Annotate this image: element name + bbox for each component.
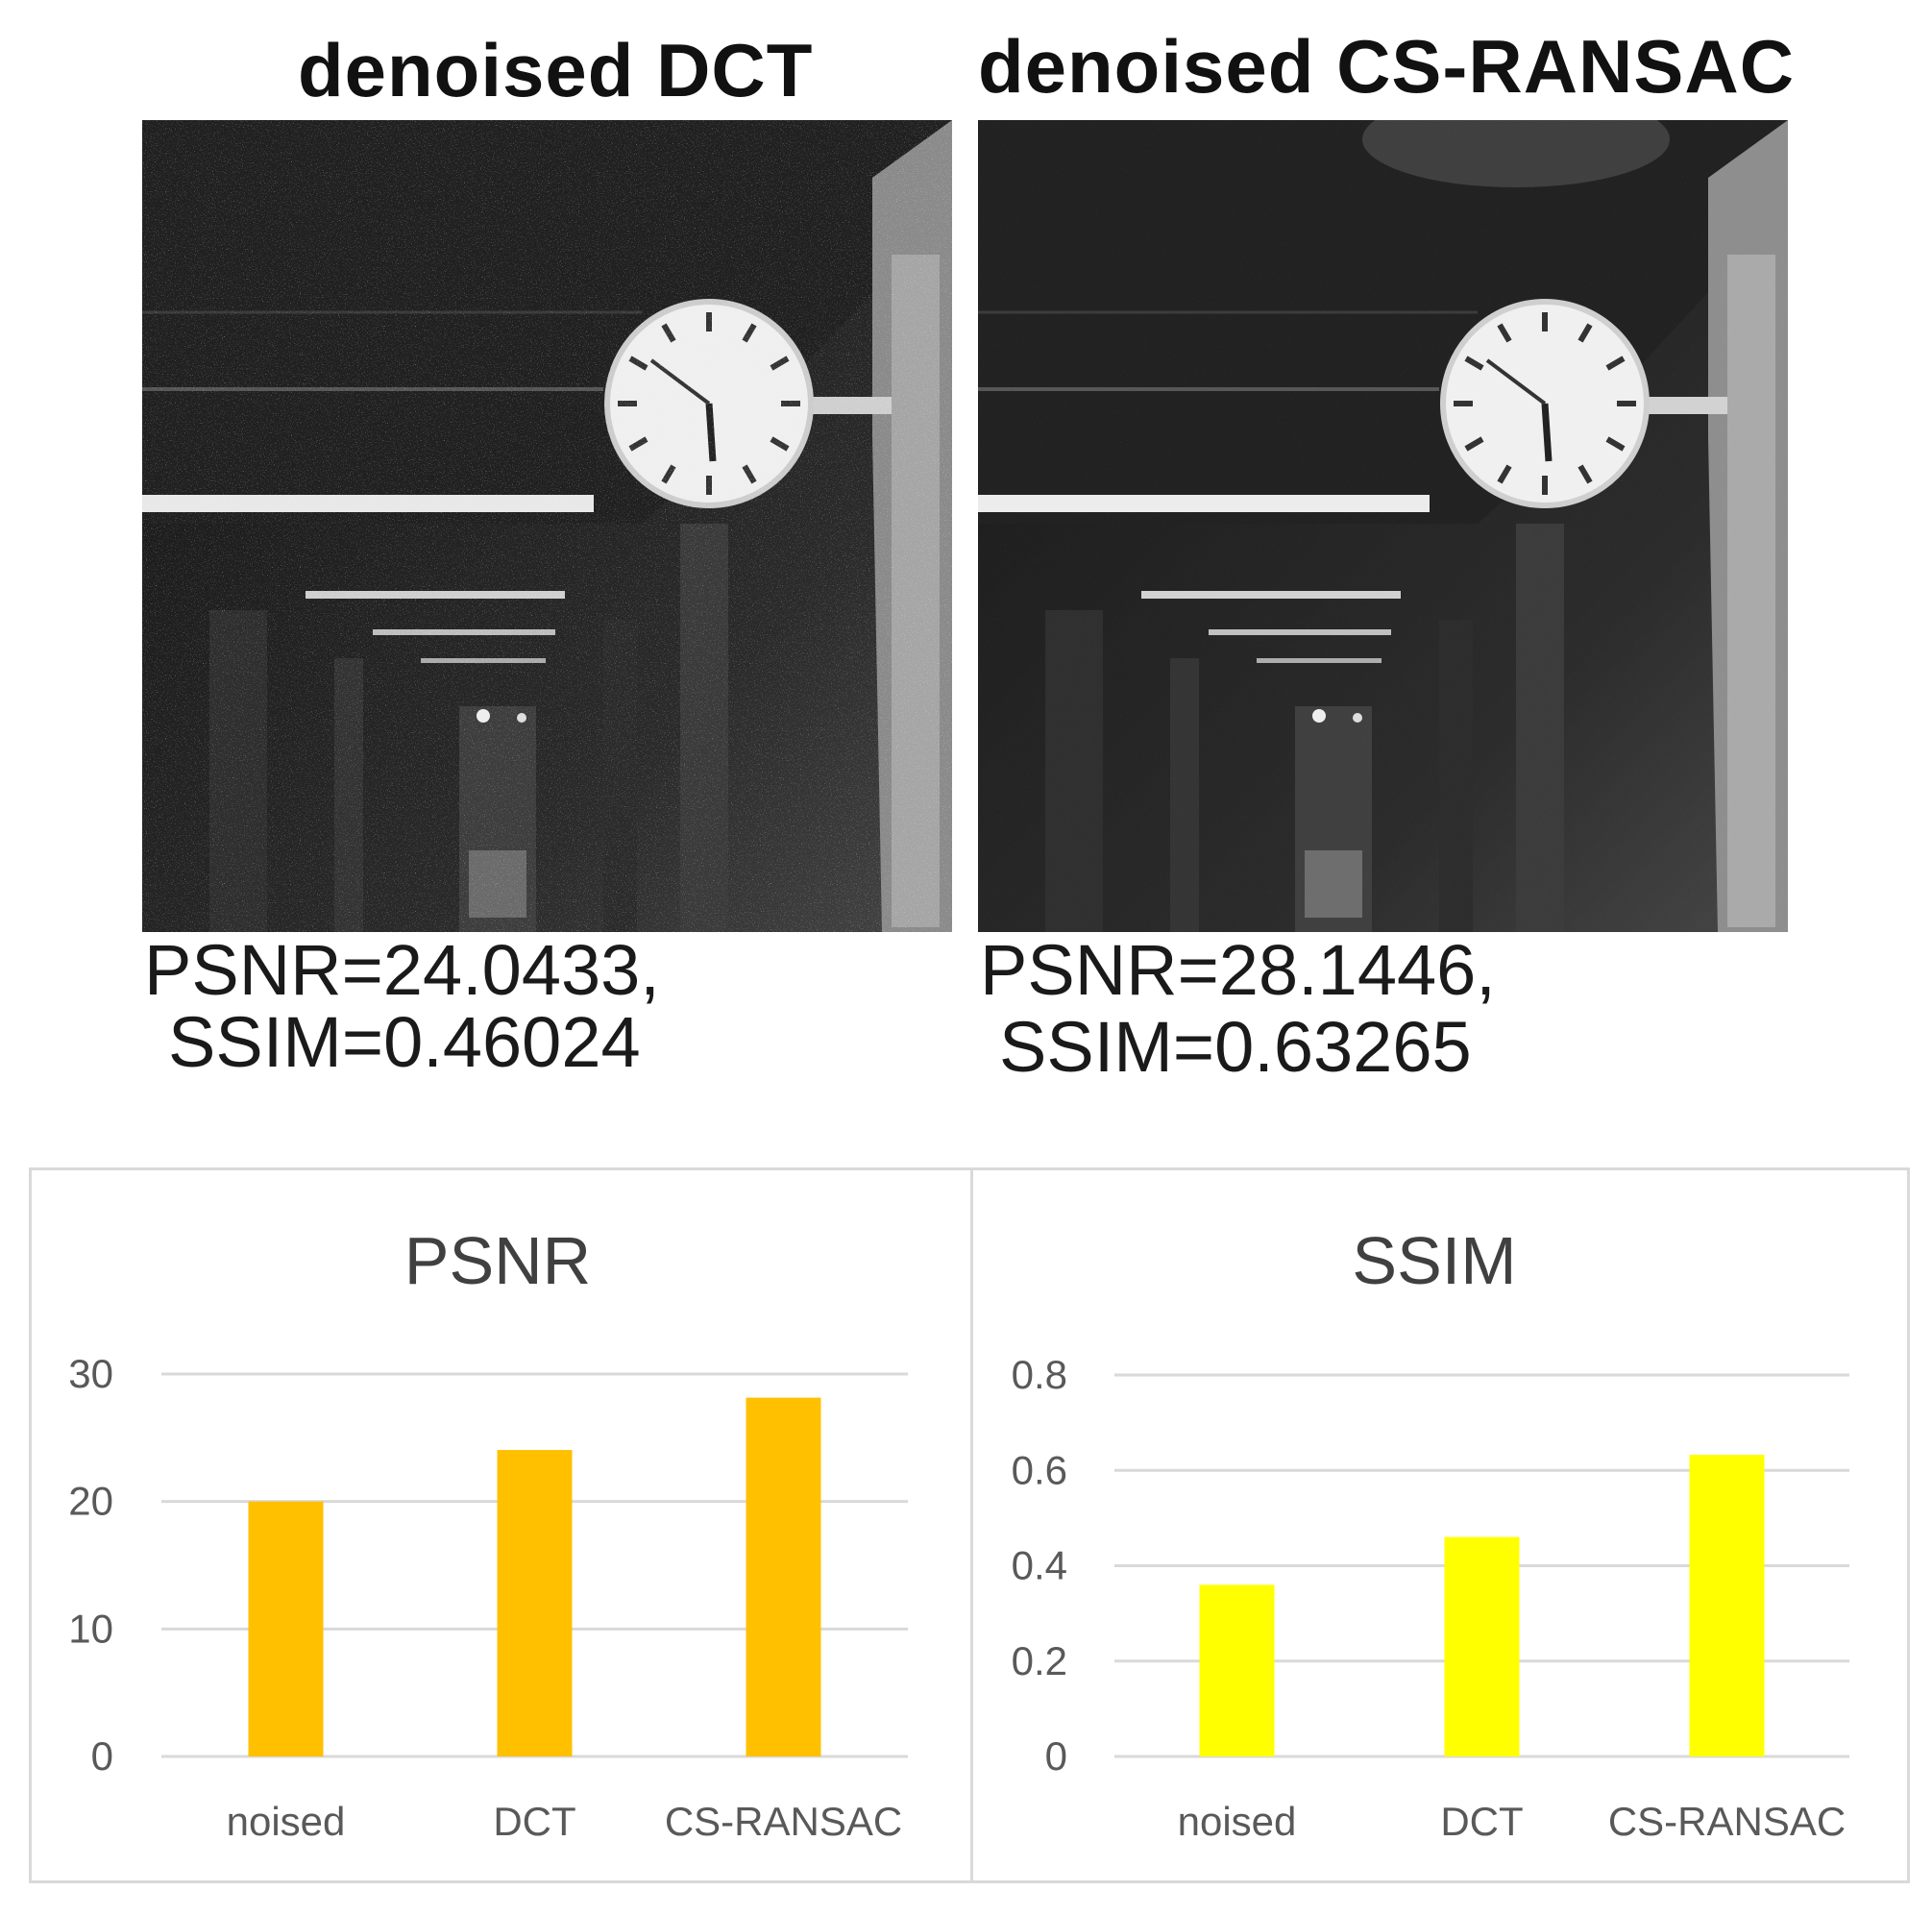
denoised-dct-image <box>142 120 952 932</box>
panel-title-cs-ransac: denoised CS-RANSAC <box>978 24 1796 109</box>
ssim-y-tick-label: 0.2 <box>1012 1638 1067 1683</box>
psnr-x-tick-label: noised <box>227 1799 346 1844</box>
psnr-bar-dct <box>497 1450 573 1756</box>
ssim-y-tick-label: 0 <box>1045 1733 1067 1779</box>
psnr-x-tick-label: CS-RANSAC <box>665 1799 902 1844</box>
denoised-cs-ransac-image <box>978 120 1788 932</box>
psnr-label-dct: PSNR=24.0433, <box>144 930 660 1010</box>
ssim-x-tick-label: CS-RANSAC <box>1608 1799 1846 1844</box>
ssim-y-tick-label: 0.8 <box>1012 1352 1067 1397</box>
ssim-chart-title: SSIM <box>1352 1223 1516 1298</box>
psnr-chart-title: PSNR <box>404 1223 591 1298</box>
ssim-bar-chart: SSIM 0 0.2 0.4 0.6 0.8 noised DCT CS-RANSAC <box>1012 1223 1849 1844</box>
psnr-bar-chart: PSNR 0 10 20 30 noised DCT CS-RANSAC <box>68 1223 908 1844</box>
psnr-y-tick-label: 30 <box>68 1351 113 1396</box>
ssim-y-tick-label: 0.6 <box>1012 1447 1067 1492</box>
chart-frame <box>29 1167 1910 1883</box>
ssim-bar-noised <box>1199 1584 1275 1756</box>
psnr-bar-noised <box>248 1501 324 1756</box>
ssim-y-tick-label: 0.4 <box>1012 1543 1067 1588</box>
ssim-label-dct: SSIM=0.46024 <box>168 1002 641 1082</box>
psnr-y-tick-label: 10 <box>68 1606 113 1651</box>
corridor-photo-dct <box>142 120 952 932</box>
ssim-x-tick-label: noised <box>1178 1799 1297 1844</box>
ssim-label-cs-ransac: SSIM=0.63265 <box>999 1007 1472 1087</box>
psnr-bar-cs-ransac <box>746 1397 821 1756</box>
ssim-bar-dct <box>1444 1536 1520 1756</box>
psnr-y-tick-label: 0 <box>91 1733 113 1779</box>
chart-divider <box>970 1167 973 1883</box>
psnr-x-tick-label: DCT <box>493 1799 575 1844</box>
panel-title-dct: denoised DCT <box>298 28 814 112</box>
psnr-y-tick-label: 20 <box>68 1479 113 1524</box>
corridor-photo-cs-ransac <box>978 120 1788 932</box>
ssim-bar-cs-ransac <box>1689 1455 1765 1756</box>
psnr-label-cs-ransac: PSNR=28.1446, <box>980 930 1496 1010</box>
ssim-x-tick-label: DCT <box>1440 1799 1523 1844</box>
